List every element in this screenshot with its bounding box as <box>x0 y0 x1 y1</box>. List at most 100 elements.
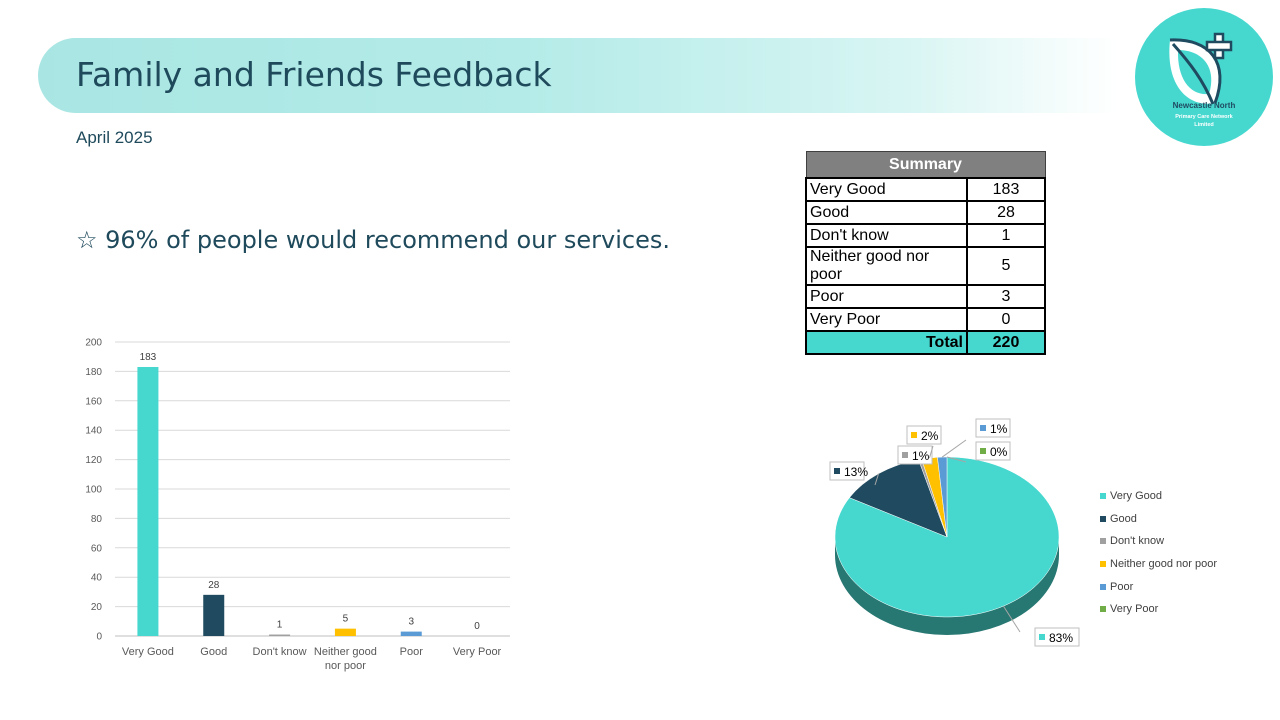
recommend-headline: ☆ 96% of people would recommend our serv… <box>76 226 670 254</box>
data-label-box <box>975 441 1011 461</box>
data-label-key <box>980 448 986 454</box>
legend-item: Poor <box>1100 575 1217 598</box>
table-row: Don't know 1 <box>805 223 1046 248</box>
leader-line <box>874 473 880 486</box>
x-tick-label: Very Good <box>122 646 174 658</box>
summary-label: Good <box>805 200 968 225</box>
legend-label: Very Poor <box>1110 603 1159 616</box>
logo-line-1: Newcastle North <box>1173 101 1236 110</box>
y-tick-label: 180 <box>85 367 102 378</box>
x-tick-label: Poor <box>400 646 424 658</box>
data-label: 5 <box>343 614 349 625</box>
legend-label: Very Good <box>1110 490 1162 503</box>
y-tick-label: 140 <box>85 426 102 437</box>
x-tick-label: Very Poor <box>453 646 502 658</box>
table-row: Good 28 <box>805 200 1046 225</box>
page-subtitle: April 2025 <box>76 128 153 147</box>
data-label-key <box>1039 634 1045 640</box>
table-row: Poor 3 <box>805 284 1046 309</box>
data-label-box <box>975 418 1011 438</box>
data-label-key <box>902 452 908 458</box>
legend-label: Poor <box>1110 580 1134 593</box>
y-tick-label: 80 <box>91 514 103 525</box>
y-tick-label: 20 <box>91 602 103 613</box>
data-label: 28 <box>208 580 220 591</box>
x-tick-label: Good <box>200 646 227 658</box>
y-tick-label: 40 <box>91 573 103 584</box>
data-label-box <box>906 425 942 445</box>
data-label: 0 <box>474 621 480 632</box>
data-label-key <box>980 425 986 431</box>
summary-table: Summary Very Good 183 Good 28 Don't know… <box>805 151 1046 355</box>
legend-swatch <box>1100 606 1106 613</box>
pie-legend: Very Good Good Don't know Neither good nor … <box>1100 485 1217 621</box>
legend-item: Good <box>1100 508 1217 531</box>
summary-label: Poor <box>805 284 968 309</box>
data-label: 1 <box>277 620 283 631</box>
legend-swatch <box>1100 583 1106 590</box>
data-label: 2% <box>921 429 939 443</box>
total-value: 220 <box>966 330 1046 355</box>
summary-value: 3 <box>966 284 1046 309</box>
summary-value: 0 <box>966 307 1046 332</box>
data-label-box <box>1034 627 1080 647</box>
data-label: 183 <box>140 352 157 363</box>
y-tick-label: 200 <box>85 338 102 349</box>
data-label-key <box>911 432 917 438</box>
summary-label: Neither good nor poor <box>805 246 968 286</box>
data-label: 3 <box>408 617 414 628</box>
bar <box>137 366 159 636</box>
legend-item: Very Good <box>1100 485 1217 508</box>
legend-label: Don't know <box>1110 535 1165 548</box>
logo: Newcastle North Primary Care Network Lim… <box>1135 8 1273 146</box>
summary-label: Don't know <box>805 223 968 248</box>
summary-value: 183 <box>966 177 1046 202</box>
pie-chart: 83% 13% 1% 2% 1% 0% <box>829 418 1080 647</box>
x-tick-label: Don't know <box>253 646 307 658</box>
bar <box>334 628 356 636</box>
legend-item: Neither good nor poor <box>1100 553 1217 576</box>
legend-swatch <box>1100 493 1106 500</box>
data-label: 1% <box>912 449 930 463</box>
table-row: Very Good 183 <box>805 177 1046 202</box>
summary-label: Very Good <box>805 177 968 202</box>
leaf-cross-icon <box>1169 32 1233 105</box>
page-title: Family and Friends Feedback <box>76 55 552 94</box>
title-banner <box>38 38 1118 113</box>
summary-heading: Summary <box>805 151 1046 179</box>
legend-swatch <box>1100 538 1106 545</box>
data-label: 83% <box>1049 631 1073 645</box>
data-label-box <box>829 461 865 481</box>
legend-swatch <box>1100 515 1106 522</box>
leader-line <box>946 456 967 463</box>
y-tick-label: 0 <box>96 632 102 643</box>
pie-slice-side <box>835 537 1059 635</box>
data-label: 13% <box>844 465 868 479</box>
bar <box>400 631 422 636</box>
total-row: Total 220 <box>805 330 1046 355</box>
table-row: Neither good nor poor 5 <box>805 246 1046 286</box>
data-label-box <box>897 445 933 465</box>
legend-label: Good <box>1110 512 1137 525</box>
summary-value: 1 <box>966 223 1046 248</box>
leader-line <box>928 445 934 459</box>
legend-item: Very Poor <box>1100 598 1217 621</box>
bar <box>269 634 291 636</box>
x-tick-label: nor poor <box>325 660 366 672</box>
data-label: 0% <box>990 445 1008 459</box>
y-tick-label: 160 <box>85 396 102 407</box>
total-label: Total <box>805 330 968 355</box>
summary-value: 5 <box>966 246 1046 286</box>
logo-line-3: Limited <box>1194 122 1214 128</box>
legend-swatch <box>1100 561 1106 568</box>
y-tick-label: 60 <box>91 543 103 554</box>
y-tick-label: 120 <box>85 455 102 466</box>
summary-value: 28 <box>966 200 1046 225</box>
legend-item: Don't know <box>1100 530 1217 553</box>
leader-line <box>1003 605 1021 633</box>
table-row: Very Poor 0 <box>805 307 1046 332</box>
bar <box>203 594 225 636</box>
summary-label: Very Poor <box>805 307 968 332</box>
leader-line <box>941 439 967 458</box>
data-label: 1% <box>990 422 1008 436</box>
